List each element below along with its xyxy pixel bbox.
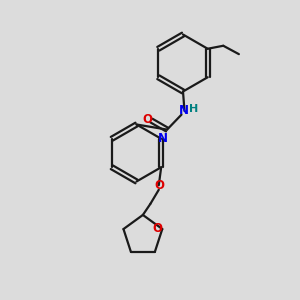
- Text: N: N: [158, 132, 168, 145]
- Text: O: O: [142, 113, 152, 126]
- Text: O: O: [154, 179, 164, 192]
- Text: O: O: [152, 222, 162, 235]
- Text: N: N: [179, 104, 189, 118]
- Text: H: H: [190, 104, 199, 115]
